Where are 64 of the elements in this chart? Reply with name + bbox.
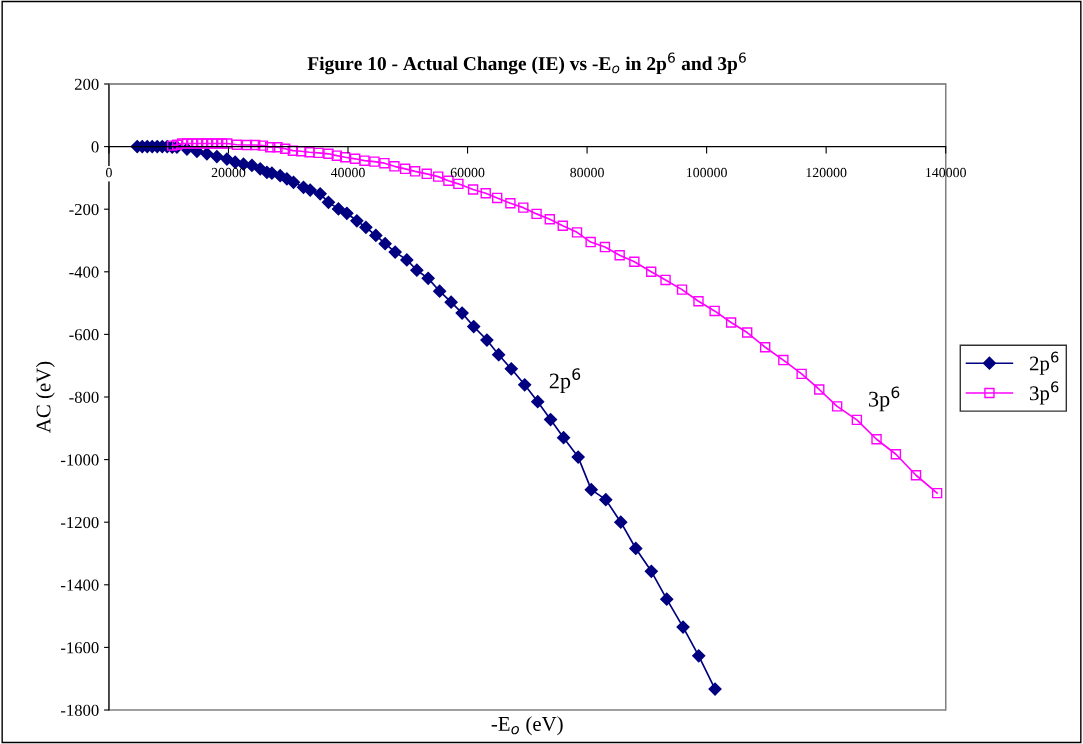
x-tick-label: 0 [106, 167, 112, 178]
annotation: 2p$^{6}$ [549, 368, 581, 394]
y-tick-label: -1000 [60, 454, 99, 466]
x-axis-title: -E$_{o}$ (eV) [491, 716, 563, 736]
chart-title: Figure 10 - Actual Change (IE) vs -E$_{o}$ in 2p$^{6}$ and 3p$^{6}$ [307, 52, 746, 75]
point [331, 202, 346, 216]
point [599, 493, 613, 507]
point [421, 271, 435, 285]
x-tick-label: 120000 [806, 167, 847, 178]
x-tick-label: 20000 [211, 167, 246, 178]
y-axis-title: AC (eV) [35, 361, 55, 433]
x-tick-label: 80000 [570, 167, 604, 178]
point [455, 306, 469, 320]
point [378, 237, 392, 251]
point [313, 187, 327, 201]
point [543, 412, 558, 427]
point [303, 183, 317, 197]
point [614, 515, 628, 529]
y-tick-label: -800 [69, 391, 99, 403]
point [321, 195, 336, 209]
point [200, 147, 214, 161]
point [480, 333, 494, 347]
y-tick-label: -1600 [60, 642, 99, 654]
x-tick-label: 60000 [450, 167, 485, 178]
point [504, 362, 518, 376]
y-tick-label: -400 [69, 266, 99, 278]
point [359, 220, 373, 234]
point [369, 228, 383, 243]
y-tick-label: 0 [91, 141, 99, 153]
point [210, 150, 224, 164]
point [629, 541, 643, 556]
point [518, 378, 532, 392]
y-tick-label: -1400 [60, 579, 99, 591]
point [467, 319, 481, 334]
point [400, 253, 414, 267]
point [531, 395, 545, 409]
point [444, 295, 458, 309]
y-tick-label: -200 [69, 203, 99, 216]
legend-label: 2p$^{6}$ [1029, 351, 1059, 375]
point [708, 682, 722, 696]
point [660, 592, 674, 606]
point [571, 450, 585, 464]
point [492, 348, 506, 362]
y-tick-label: -1200 [60, 516, 99, 529]
point [340, 206, 354, 220]
point [350, 214, 364, 228]
point [388, 245, 402, 259]
point [692, 649, 706, 663]
y-tick-label: -1800 [60, 704, 99, 716]
point [286, 175, 301, 189]
point [433, 284, 447, 298]
y-tick-label: -600 [69, 329, 99, 341]
point [557, 431, 571, 445]
point [676, 620, 690, 634]
x-tick-label: 140000 [926, 167, 966, 178]
point [584, 483, 598, 497]
point [644, 564, 658, 578]
y-tick-label: 200 [74, 78, 99, 90]
x-tick-label: 100000 [687, 167, 727, 178]
legend-label: 3p$^{6}$ [1030, 381, 1059, 405]
point [245, 158, 259, 172]
annotation: 3p$^{6}$ [869, 386, 900, 412]
point [410, 263, 424, 277]
x-tick-label: 40000 [330, 167, 365, 178]
